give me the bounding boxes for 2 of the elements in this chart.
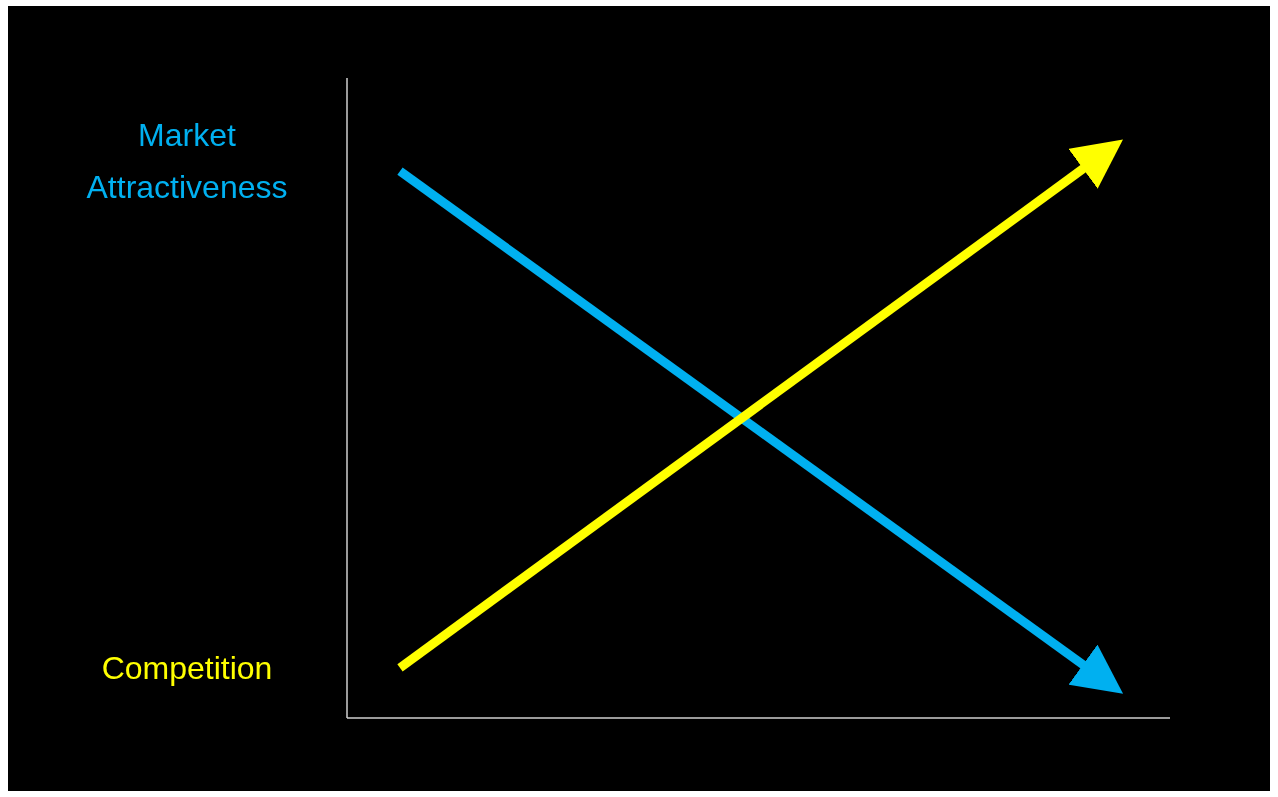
text: Competition [101, 649, 273, 686]
text: Market Attractiveness [86, 117, 288, 206]
